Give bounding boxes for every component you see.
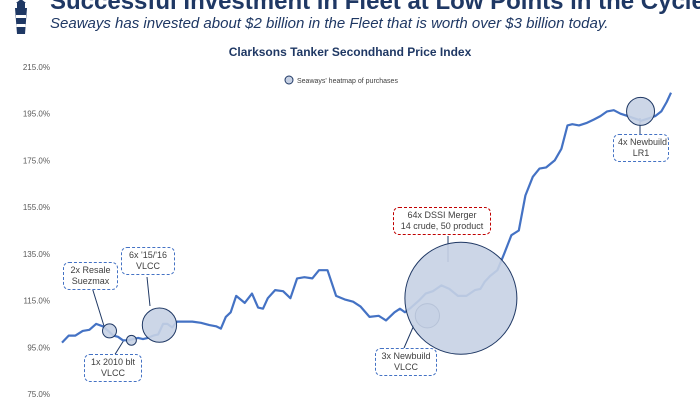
annotation-2010-vlcc: 1x 2010 blt VLCC bbox=[84, 354, 142, 382]
purchase-bubble bbox=[141, 307, 178, 343]
purchase-bubble bbox=[404, 241, 518, 355]
annotation-line: 4x Newbuild bbox=[618, 137, 668, 147]
legend-bubble-marker bbox=[284, 75, 294, 85]
annotation-line: Suezmax bbox=[71, 276, 110, 286]
annotation-line: 6x '15/'16 bbox=[129, 250, 167, 260]
annotation-line: LR1 bbox=[632, 148, 650, 158]
annotation-newbuild-lr1: 4x Newbuild LR1 bbox=[613, 134, 669, 162]
page-subtitle: Seaways has invested about $2 billion in… bbox=[50, 15, 609, 32]
annotation-connectors bbox=[90, 118, 641, 365]
chart-title: Clarksons Tanker Secondhand Price Index bbox=[228, 45, 472, 59]
y-tick-label: 95.0% bbox=[27, 343, 50, 352]
annotation-line: 1x 2010 blt bbox=[90, 357, 136, 367]
price-index-line bbox=[61, 92, 672, 344]
annotation-line: VLCC bbox=[100, 368, 125, 378]
y-tick-label: 135.0% bbox=[23, 250, 50, 259]
annotation-newbuild-vlcc: 3x Newbuild VLCC bbox=[375, 348, 437, 376]
annotation-resale-suezmax: 2x Resale Suezmax bbox=[63, 262, 118, 290]
lighthouse-logo bbox=[15, 0, 27, 34]
y-tick-label: 75.0% bbox=[27, 390, 50, 399]
y-tick-label: 195.0% bbox=[23, 110, 50, 119]
chart-legend: Seaways' heatmap of purchases bbox=[284, 75, 398, 85]
page-title: Successful Investment in Fleet at Low Po… bbox=[50, 0, 700, 15]
purchase-bubble bbox=[102, 323, 118, 339]
annotation-line: VLCC bbox=[135, 261, 160, 271]
annotation-line: 14 crude, 50 product bbox=[400, 221, 484, 231]
y-tick-label: 175.0% bbox=[23, 156, 50, 165]
purchase-bubble bbox=[125, 334, 137, 346]
annotation-line: 3x Newbuild bbox=[381, 351, 431, 361]
annotation-1516-vlcc: 6x '15/'16 VLCC bbox=[121, 247, 175, 275]
legend-label: Seaways' heatmap of purchases bbox=[297, 78, 398, 85]
y-tick-label: 115.0% bbox=[23, 297, 50, 306]
purchase-bubble bbox=[626, 96, 656, 126]
annotation-line: 2x Resale bbox=[70, 265, 111, 275]
y-tick-label: 215.0% bbox=[23, 63, 50, 72]
annotation-line: 64x DSSI Merger bbox=[407, 210, 477, 220]
annotation-dssi-merger: 64x DSSI Merger 14 crude, 50 product bbox=[393, 207, 491, 235]
annotation-line: VLCC bbox=[393, 362, 418, 372]
y-axis: 75.0% 95.0% 115.0% 135.0% 155.0% 175.0% 195.0%… bbox=[23, 63, 50, 399]
y-tick-label: 155.0% bbox=[23, 203, 50, 212]
